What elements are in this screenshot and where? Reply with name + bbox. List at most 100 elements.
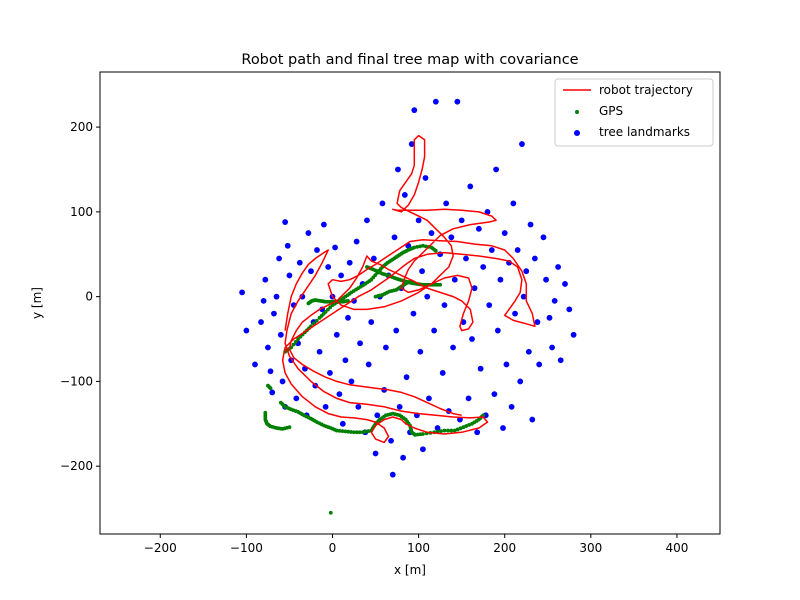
tree-landmark-point	[540, 234, 547, 241]
x-tick-label: 0	[329, 541, 337, 555]
gps-point	[293, 409, 298, 413]
tree-landmark-point	[279, 378, 286, 385]
tree-landmark-point	[339, 420, 346, 427]
tree-landmark-point	[512, 310, 518, 317]
tree-landmark-point	[284, 242, 291, 249]
tree-landmark-point	[395, 166, 401, 173]
gps-point	[313, 419, 317, 423]
x-tick-label: 100	[407, 541, 430, 555]
tree-landmark-point	[469, 336, 475, 342]
gps-point	[314, 318, 319, 323]
gps-point	[394, 255, 399, 259]
tree-landmark-point	[333, 331, 340, 338]
tree-landmark-point	[549, 344, 555, 351]
gps-point	[397, 285, 402, 290]
gps-point	[455, 427, 460, 432]
tree-landmark-point	[465, 395, 472, 402]
gps-point	[389, 258, 393, 263]
y-tick-label: 100	[70, 205, 93, 219]
gps-point	[388, 412, 393, 417]
tree-landmark-point	[475, 225, 482, 232]
gps-point	[409, 428, 414, 432]
tree-landmark-point	[451, 276, 458, 283]
x-tick-label: −100	[230, 541, 263, 555]
gps-point	[404, 248, 409, 253]
gps-point	[418, 432, 423, 437]
gps-point	[467, 423, 472, 427]
gps-point	[461, 425, 466, 430]
tree-landmark-point	[531, 255, 538, 262]
tree-landmark-point	[286, 272, 293, 279]
axes-frame	[99, 71, 721, 535]
y-axis-label: y [m]	[30, 287, 44, 319]
gps-point	[412, 432, 416, 436]
tree-landmark-point	[368, 319, 375, 325]
tree-landmark-point	[523, 268, 530, 275]
tree-landmark-point	[379, 200, 386, 207]
gps-point	[352, 430, 356, 435]
legend-label: robot trajectory	[599, 83, 693, 97]
gps-point	[332, 427, 337, 432]
gps-point	[263, 415, 268, 420]
legend-trees-swatch	[574, 130, 580, 136]
tree-landmark-point	[439, 370, 446, 376]
tree-landmark-point	[277, 331, 284, 338]
tree-landmark-point	[314, 247, 320, 253]
tree-landmark-point	[276, 255, 283, 262]
tree-landmark-point	[389, 471, 396, 478]
tree-landmark-point	[536, 361, 543, 368]
gps-point	[363, 429, 368, 434]
tree-landmark-point	[491, 391, 498, 398]
gps-point	[328, 510, 333, 515]
tree-landmark-point	[566, 306, 573, 313]
tree-landmark-point	[486, 302, 493, 309]
gps-point	[326, 425, 331, 430]
gps-point	[383, 262, 388, 267]
tree-landmark-point	[305, 230, 312, 236]
tree-landmark-point	[388, 437, 394, 444]
tree-landmark-point	[454, 98, 461, 105]
y-tick-label: 0	[85, 290, 93, 304]
y-tick-label: −200	[60, 459, 93, 473]
gps-point	[343, 429, 348, 434]
gps-point	[306, 415, 311, 420]
gps-point	[376, 419, 381, 423]
gps-point	[285, 425, 290, 430]
gps-point	[354, 287, 358, 292]
tree-landmark-point	[345, 314, 351, 321]
tree-landmark-point	[410, 310, 417, 317]
tree-landmark-point	[529, 416, 536, 423]
tree-landmark-point	[374, 412, 381, 419]
tree-landmark-point	[320, 221, 327, 228]
gps-point	[399, 251, 404, 256]
tree-landmark-point	[417, 348, 424, 355]
tree-landmark-point	[322, 403, 329, 410]
gps-point	[442, 428, 447, 433]
tree-landmark-point	[520, 293, 527, 300]
gps-point	[401, 416, 406, 421]
gps-point	[474, 419, 479, 423]
tree-landmark-point	[510, 200, 517, 207]
gps-point	[439, 429, 443, 434]
y-tick-label: −100	[60, 374, 93, 388]
tree-landmark-point	[493, 166, 500, 173]
gps-point	[321, 311, 326, 316]
tree-landmark-point	[357, 340, 363, 347]
tree-landmark-point	[474, 429, 481, 436]
robot-trajectory-line	[281, 134, 536, 444]
tree-landmark-point	[382, 344, 389, 351]
gps-point	[300, 412, 304, 417]
tree-landmark-point	[370, 255, 377, 262]
gps-point	[267, 423, 272, 428]
tree-landmark-point	[415, 217, 422, 224]
x-tick-label: 400	[665, 541, 688, 555]
tree-landmark-point	[408, 141, 415, 147]
tree-landmark-point	[543, 276, 549, 283]
tree-landmark-point	[503, 361, 510, 368]
tree-landmark-point	[391, 234, 398, 241]
gps-point	[464, 424, 469, 428]
gps-point	[267, 385, 272, 390]
gps-point	[367, 279, 372, 284]
tree-landmark-point	[434, 425, 441, 431]
tree-landmark-point	[555, 264, 562, 270]
